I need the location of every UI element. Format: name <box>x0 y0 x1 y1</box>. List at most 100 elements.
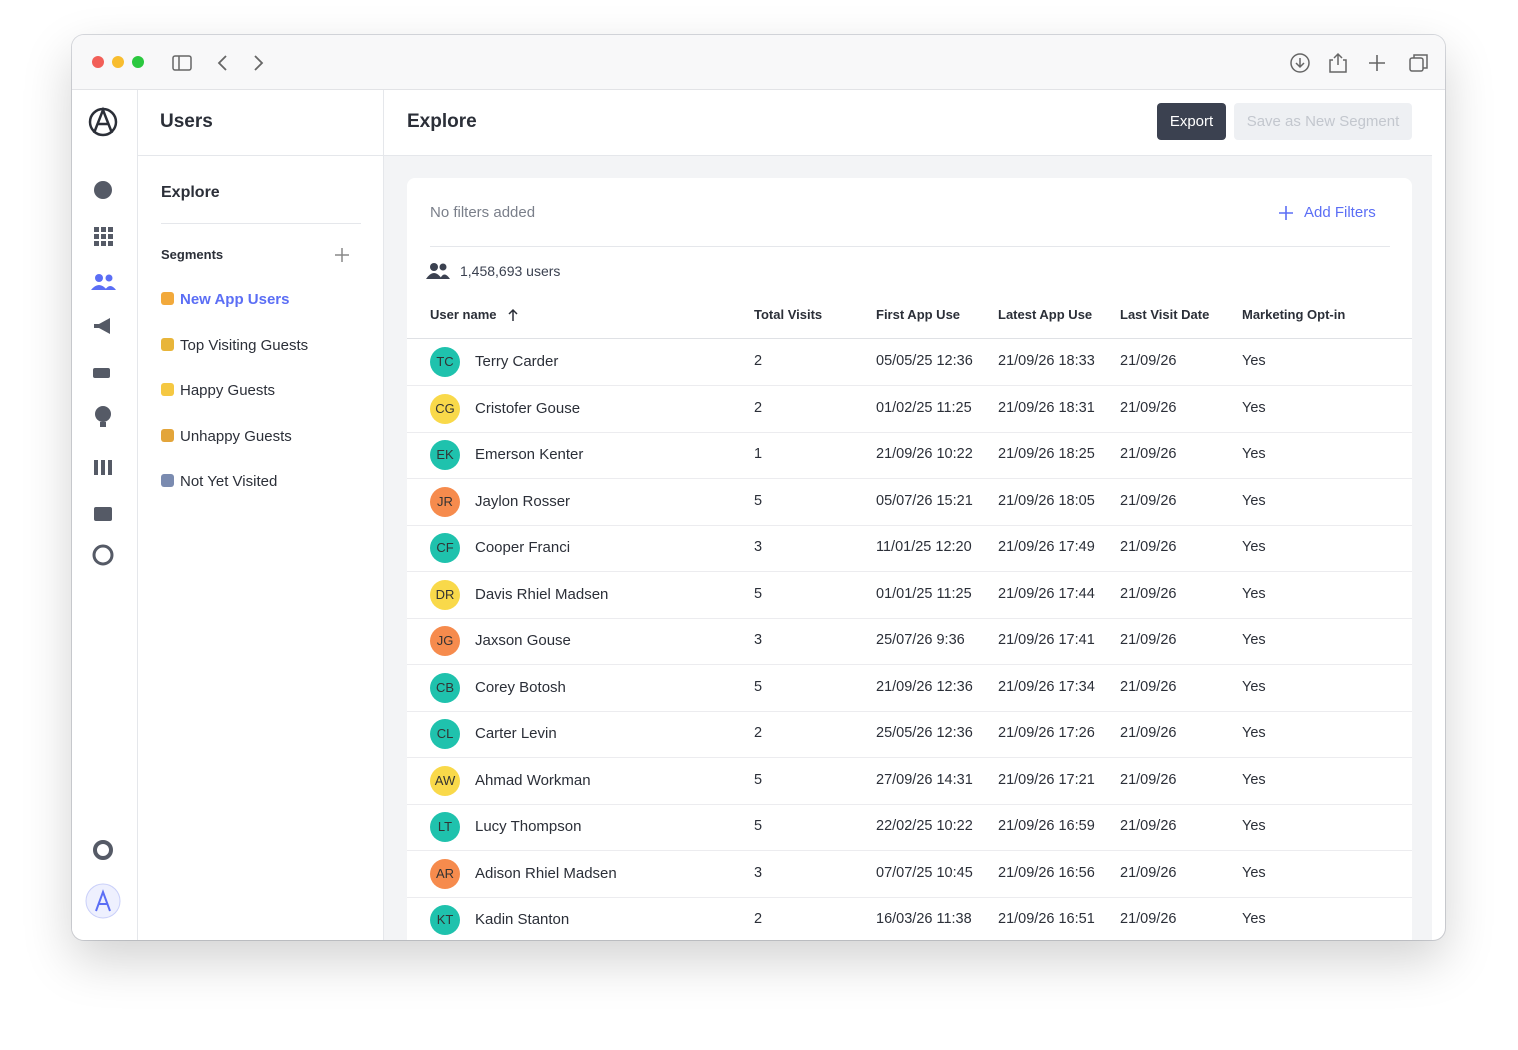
table-cell: 21/09/26 <box>1120 539 1177 555</box>
table-cell: Cooper Franci <box>475 539 571 556</box>
column-header: First App Use <box>876 307 961 322</box>
table-cell: 2 <box>754 353 763 369</box>
table-cell: 5 <box>754 678 763 695</box>
main-panel: Explore Export Save as New Segment No fi… <box>384 90 1432 940</box>
column-header: Last Visit Date <box>1120 307 1210 322</box>
table-row[interactable]: JR Jaylon Rosser 5 05/07/26 15:21 21/09/26 1… <box>407 479 1412 526</box>
sidebar-header <box>138 90 383 156</box>
table-cell: 21/09/26 12:36 <box>876 678 973 695</box>
export-button[interactable]: Export <box>1157 103 1226 140</box>
table-row[interactable]: AR Adison Rhiel Madsen 3 07/07/25 10:45 21/0… <box>407 851 1412 898</box>
table-row[interactable]: CF Cooper Franci 3 11/01/25 12:20 21/09/26 1… <box>407 525 1412 572</box>
segment-label[interactable]: Happy Guests <box>180 382 276 399</box>
nav-icons[interactable] <box>170 51 270 75</box>
table-row[interactable]: KT Kadin Stanton 2 16/03/26 11:38 21/09/26 1… <box>407 897 1412 940</box>
table-cell: 21/09/26 17:44 <box>998 585 1095 602</box>
add-filters-button[interactable]: Add Filters <box>1304 204 1376 221</box>
table-cell: 07/07/25 10:45 <box>876 864 973 881</box>
table-cell: 21/09/26 <box>1120 818 1177 834</box>
minimize-button[interactable] <box>112 56 124 68</box>
table-cell: 21/09/26 <box>1120 632 1177 648</box>
table-row[interactable]: CG Cristofer Gouse 2 01/02/25 11:25 21/09/26… <box>407 386 1412 433</box>
table-cell: 5 <box>754 771 763 788</box>
table-cell: 21/09/26 17:49 <box>998 539 1095 555</box>
filters-empty: No filters added <box>430 204 536 221</box>
segment-item[interactable]: Unhappy Guests <box>161 427 292 447</box>
table-cell: 5 <box>754 492 763 509</box>
table-cell: Kadin Stanton <box>475 911 570 928</box>
table-row[interactable]: CB Corey Botosh 5 21/09/26 12:36 21/09/26 17… <box>407 665 1412 712</box>
avatar: TC <box>430 347 460 377</box>
segment-label[interactable]: Unhappy Guests <box>180 427 292 445</box>
table-cell: Yes <box>1242 492 1266 509</box>
avatar: EK <box>430 440 460 470</box>
browser-window: Users Explore Segments New App Users Top … <box>72 35 1445 940</box>
table-row[interactable]: DR Davis Rhiel Madsen 5 01/01/25 11:25 21/09… <box>407 572 1412 619</box>
table-cell: 21/09/26 16:59 <box>998 818 1095 834</box>
table-cell: 2 <box>754 725 763 741</box>
table-cell: Corey Botosh <box>475 678 566 696</box>
table-row[interactable]: CL Carter Levin 2 25/05/26 12:36 21/09/26 17… <box>407 711 1412 758</box>
segment-icon <box>161 383 174 396</box>
table-cell: 3 <box>754 539 763 555</box>
table-cell: 22/02/25 10:22 <box>876 818 973 834</box>
column-header[interactable]: User name <box>430 307 497 322</box>
table-cell: Adison Rhiel Madsen <box>475 864 617 882</box>
avatar: JG <box>430 626 460 656</box>
table-cell: 21/09/26 17:26 <box>998 725 1095 741</box>
zoom-button[interactable] <box>132 56 144 68</box>
table-cell: Jaylon Rosser <box>475 492 571 510</box>
segment-item[interactable]: Happy Guests <box>161 381 275 401</box>
table-cell: 27/09/26 14:31 <box>876 771 973 788</box>
segment-label[interactable]: Top Visiting Guests <box>180 336 309 354</box>
table-row[interactable]: TC Terry Carder 2 05/05/25 12:36 21/09/26 18… <box>407 339 1412 386</box>
segment-item[interactable]: Top Visiting Guests <box>161 336 308 356</box>
toolbar-icons[interactable] <box>1286 50 1436 76</box>
table-cell: Carter Levin <box>475 725 557 742</box>
sidebar: Users Explore Segments New App Users Top … <box>138 90 384 940</box>
table-cell: 01/01/25 11:25 <box>876 585 972 602</box>
table-cell: 05/05/25 12:36 <box>876 353 973 369</box>
table-cell: Jaxson Gouse <box>475 632 571 649</box>
avatar: KT <box>430 905 460 935</box>
table-cell: 21/09/26 18:25 <box>998 446 1095 462</box>
table-cell: 01/02/25 11:25 <box>876 399 972 416</box>
table-cell: 21/09/26 <box>1120 492 1177 509</box>
add-filter-icon[interactable] <box>1278 205 1294 221</box>
rail-icons[interactable] <box>72 90 137 940</box>
segment-label[interactable]: Not Yet Visited <box>180 473 278 490</box>
explore-link[interactable]: Explore <box>161 184 220 201</box>
save-segment-button[interactable]: Save as New Segment <box>1234 103 1412 140</box>
table-cell: 21/09/26 10:22 <box>876 446 973 462</box>
table-cell: Terry Carder <box>475 353 559 370</box>
table-cell: 21/09/26 <box>1120 725 1177 741</box>
segment-label[interactable]: New App Users <box>180 291 290 308</box>
table-cell: 3 <box>754 864 763 881</box>
table-cell: 2 <box>754 911 763 927</box>
table-cell: 1 <box>754 446 763 462</box>
table-row[interactable]: JG Jaxson Gouse 3 25/07/26 9:36 21/09/26 17:… <box>407 618 1412 665</box>
sort-icon[interactable] <box>507 308 519 322</box>
table-row[interactable]: AW Ahmad Workman 5 27/09/26 14:31 21/09/26 1… <box>407 758 1412 805</box>
sidebar-title: Users <box>160 111 213 132</box>
table-cell: 21/09/26 <box>1120 911 1177 927</box>
table-cell: 21/09/26 <box>1120 771 1177 788</box>
table-cell: 21/09/26 17:34 <box>998 678 1095 695</box>
table-cell: Cristofer Gouse <box>475 399 581 417</box>
page-title: Explore <box>407 111 477 132</box>
avatar: CF <box>430 533 460 563</box>
table-row[interactable]: LT Lucy Thompson 5 22/02/25 10:22 21/09/26 1… <box>407 804 1412 851</box>
segment-item[interactable]: New App Users <box>161 290 289 310</box>
segment-item[interactable]: Not Yet Visited <box>161 472 277 492</box>
results-card: No filters added Add Filters 1,458,693 u… <box>407 178 1412 940</box>
table-cell: Yes <box>1242 864 1266 881</box>
add-segment-button[interactable] <box>334 247 350 263</box>
table-cell: Lucy Thompson <box>475 818 582 835</box>
table-cell: 2 <box>754 399 763 416</box>
table-cell: Yes <box>1242 399 1266 416</box>
avatar: JR <box>430 486 460 517</box>
table-row[interactable]: EK Emerson Kenter 1 21/09/26 10:22 21/09/26 … <box>407 432 1412 479</box>
close-button[interactable] <box>92 56 104 68</box>
